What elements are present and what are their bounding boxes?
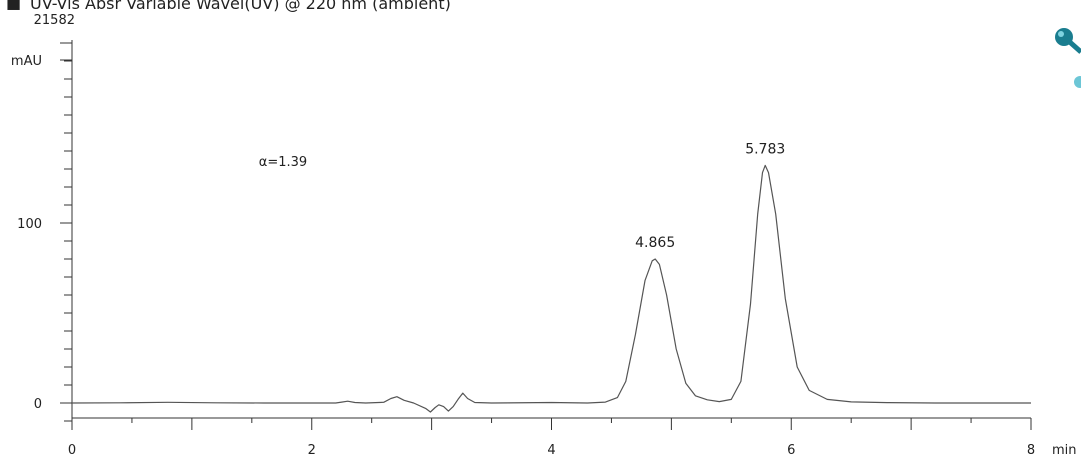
chart-title: ■ UV-Vis Absr Variable Wavel(UV) @ 220 n… [6,0,451,13]
x-tick-label: 4 [547,443,555,458]
x-tick-label: 0 [68,443,76,458]
x-tick-label: 8 [1027,443,1035,458]
plot-area [71,164,1031,413]
y-tick-label: 0 [34,397,42,412]
alpha-annotation: α=1.39 [259,155,307,170]
title-text: UV-Vis Absr Variable Wavel(UV) @ 220 nm … [30,0,451,13]
axes: 0 100 0 2 4 6 8 [17,40,1035,458]
peak-labels: 4.865 5.783 [635,141,785,251]
x-tick-label: 2 [308,443,316,458]
x-axis-unit-label: min [1052,443,1077,458]
peak-label: 4.865 [635,235,675,251]
y-tick-label: 100 [17,217,42,232]
chromatogram-trace [71,164,1031,413]
y-axis-unit-label: mAU [11,54,42,69]
molecule-logo-icon [1055,28,1081,88]
peak-label: 5.783 [745,141,785,157]
x-tick-label: 6 [787,443,795,458]
title-marker: ■ [6,0,21,12]
y-axis-top-value: 21582 [34,13,75,28]
